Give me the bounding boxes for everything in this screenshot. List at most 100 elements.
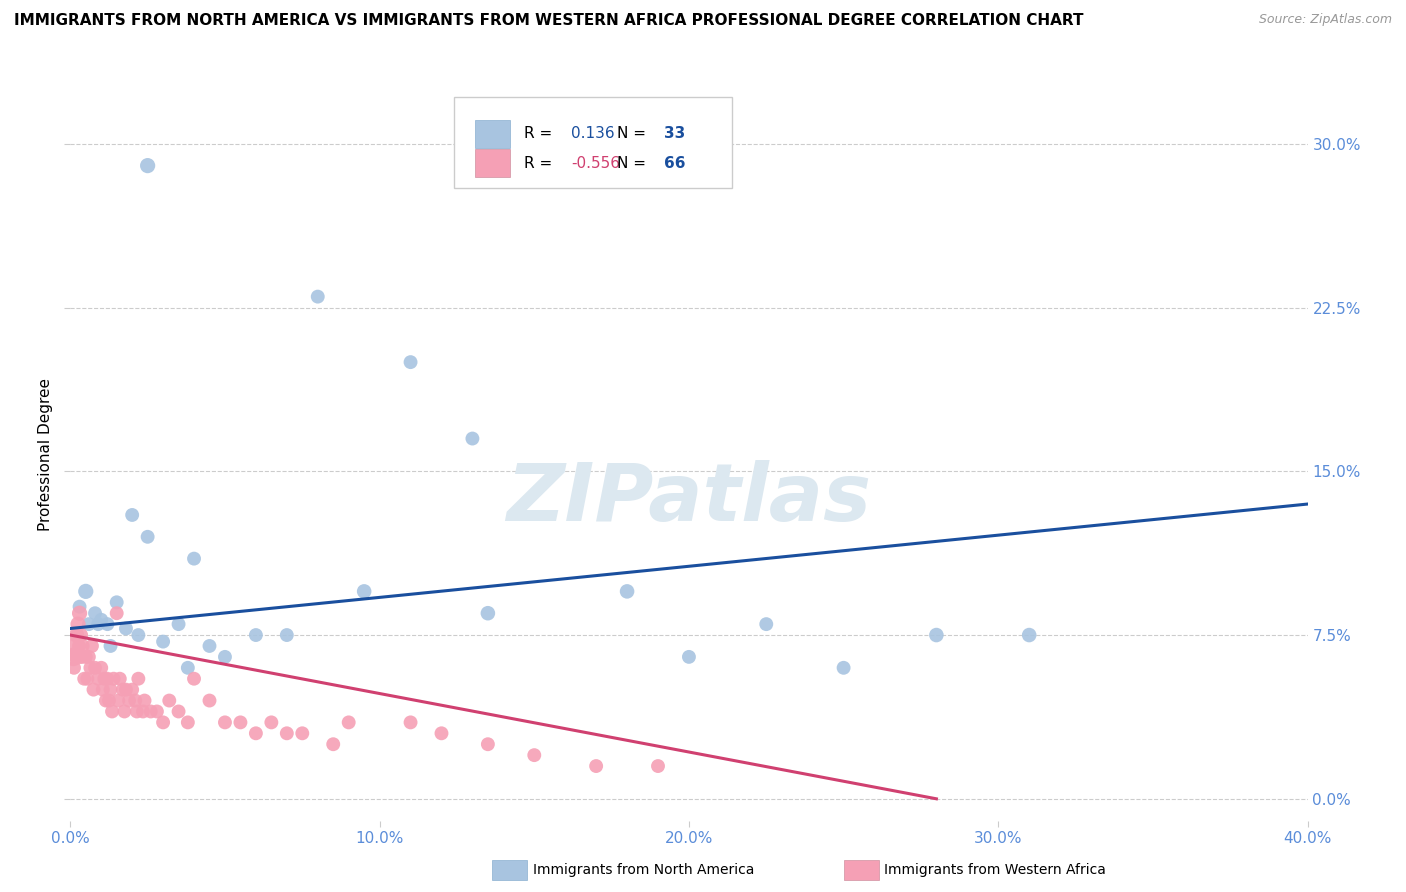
Point — [69, 599, 91, 614]
Point — [72, 639, 94, 653]
Point — [276, 726, 298, 740]
Point — [585, 759, 607, 773]
Point — [125, 705, 148, 719]
Point — [276, 628, 298, 642]
Text: R =: R = — [524, 127, 553, 141]
Point — [93, 672, 115, 686]
Text: Immigrants from North America: Immigrants from North America — [533, 863, 754, 877]
Point — [167, 617, 190, 632]
Point — [65, 628, 87, 642]
Point — [84, 661, 107, 675]
Point — [477, 737, 499, 751]
Point — [214, 649, 236, 664]
Point — [101, 705, 124, 719]
Point — [90, 613, 112, 627]
Point — [124, 693, 146, 707]
Point — [111, 682, 134, 697]
Point — [96, 672, 118, 686]
Point — [152, 715, 174, 730]
Point — [91, 682, 114, 697]
Text: Immigrants from Western Africa: Immigrants from Western Africa — [884, 863, 1107, 877]
Point — [139, 705, 162, 719]
Point — [353, 584, 375, 599]
Point — [63, 661, 86, 675]
Point — [157, 693, 180, 707]
Point — [678, 649, 700, 664]
Point — [832, 661, 855, 675]
Point — [399, 355, 422, 369]
Point — [177, 661, 200, 675]
FancyBboxPatch shape — [475, 120, 509, 148]
Point — [98, 693, 120, 707]
Point — [105, 595, 128, 609]
Point — [75, 584, 97, 599]
Text: -0.556: -0.556 — [571, 156, 620, 170]
Text: 66: 66 — [664, 156, 686, 170]
Point — [80, 639, 103, 653]
Point — [245, 628, 267, 642]
Point — [183, 551, 205, 566]
Point — [152, 634, 174, 648]
Point — [127, 628, 149, 642]
Point — [70, 628, 93, 642]
Point — [260, 715, 283, 730]
Point — [115, 622, 138, 636]
Point — [134, 693, 156, 707]
Point — [82, 682, 105, 697]
Point — [90, 661, 112, 675]
Point — [70, 649, 93, 664]
Point — [146, 705, 169, 719]
Point — [84, 606, 107, 620]
Text: R =: R = — [524, 156, 553, 170]
Point — [87, 617, 110, 632]
Point — [399, 715, 422, 730]
Point — [461, 432, 484, 446]
Text: 33: 33 — [664, 127, 686, 141]
Point — [114, 705, 135, 719]
Point — [69, 649, 91, 664]
Text: IMMIGRANTS FROM NORTH AMERICA VS IMMIGRANTS FROM WESTERN AFRICA PROFESSIONAL DEG: IMMIGRANTS FROM NORTH AMERICA VS IMMIGRA… — [14, 13, 1084, 29]
Point — [94, 693, 117, 707]
Point — [115, 682, 138, 697]
Point — [647, 759, 669, 773]
Point — [291, 726, 314, 740]
Point — [523, 748, 546, 763]
Point — [77, 617, 100, 632]
Point — [121, 682, 143, 697]
Point — [62, 649, 84, 664]
Point — [430, 726, 453, 740]
Point — [100, 639, 122, 653]
FancyBboxPatch shape — [454, 96, 733, 188]
Point — [755, 617, 778, 632]
Point — [107, 693, 129, 707]
Point — [108, 672, 131, 686]
Point — [103, 672, 125, 686]
Point — [214, 715, 236, 730]
Point — [118, 693, 141, 707]
Point — [925, 628, 948, 642]
Point — [100, 682, 122, 697]
Text: 0.136: 0.136 — [571, 127, 614, 141]
Point — [616, 584, 638, 599]
Text: N =: N = — [617, 156, 647, 170]
Point — [73, 672, 96, 686]
Point — [198, 639, 221, 653]
Point — [79, 661, 101, 675]
Point — [183, 672, 205, 686]
Point — [69, 606, 91, 620]
Text: N =: N = — [617, 127, 647, 141]
Point — [477, 606, 499, 620]
Point — [67, 617, 90, 632]
FancyBboxPatch shape — [475, 149, 509, 178]
Point — [96, 617, 118, 632]
Point — [105, 606, 128, 620]
Point — [322, 737, 344, 751]
Point — [87, 672, 110, 686]
Point — [66, 628, 89, 642]
Point — [77, 649, 100, 664]
Point — [67, 639, 90, 653]
Point — [76, 672, 98, 686]
Point — [136, 159, 159, 173]
Point — [132, 705, 155, 719]
Point — [198, 693, 221, 707]
